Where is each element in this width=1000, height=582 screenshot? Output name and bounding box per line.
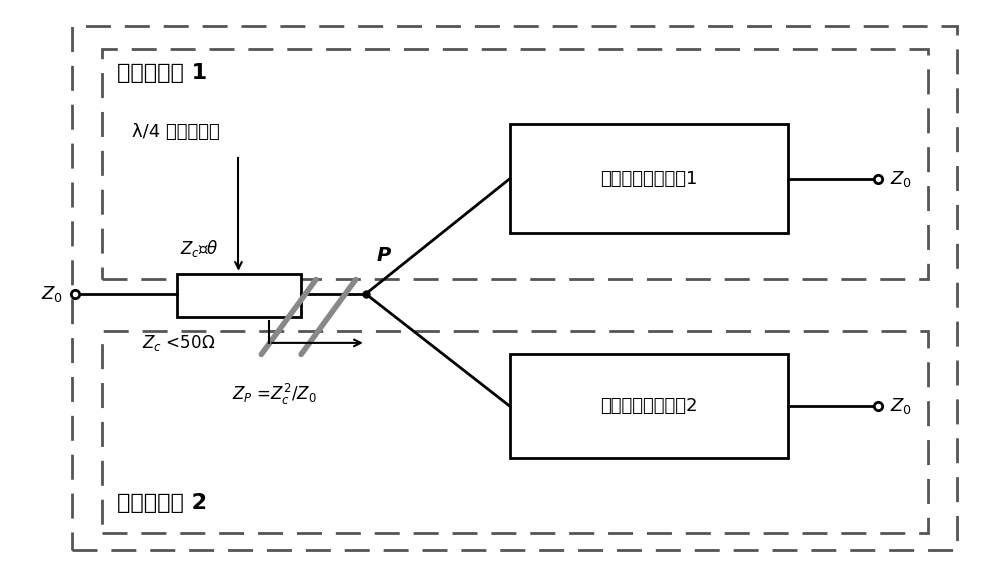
Bar bbox=[72, 26, 957, 551]
Text: λ/4 阻抗转换器: λ/4 阻抗转换器 bbox=[132, 123, 220, 141]
Bar bbox=[102, 331, 928, 533]
Bar bbox=[177, 274, 301, 317]
Text: 滤波支路． 1: 滤波支路． 1 bbox=[117, 63, 207, 83]
Text: 滤波支路． 2: 滤波支路． 2 bbox=[117, 493, 207, 513]
Text: $Z_0$: $Z_0$ bbox=[890, 396, 912, 416]
Text: $Z_0$: $Z_0$ bbox=[41, 284, 62, 304]
Text: $Z_c$ <50Ω: $Z_c$ <50Ω bbox=[142, 333, 215, 353]
Text: $Z_c$，$\theta$: $Z_c$，$\theta$ bbox=[180, 238, 219, 260]
Bar bbox=[510, 354, 788, 458]
Text: $Z_P$ =$Z_c^2$/$Z_0$: $Z_P$ =$Z_c^2$/$Z_0$ bbox=[232, 382, 316, 407]
Text: 宿带阻抗转换网的2: 宿带阻抗转换网的2 bbox=[600, 398, 698, 416]
Bar bbox=[102, 49, 928, 279]
Text: 宿带阻抗转换网的1: 宿带阻抗转换网的1 bbox=[600, 169, 698, 187]
Text: $\boldsymbol{P}$: $\boldsymbol{P}$ bbox=[376, 246, 392, 265]
Bar bbox=[510, 124, 788, 233]
Text: $Z_0$: $Z_0$ bbox=[890, 169, 912, 189]
